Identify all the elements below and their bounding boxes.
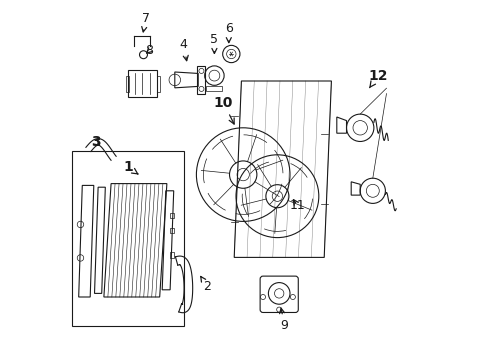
Text: 6: 6 [225,22,233,42]
Text: 1: 1 [123,161,138,174]
Bar [72,151,184,326]
Text: 11: 11 [289,199,305,212]
Bar [126,76,129,92]
Text: 4: 4 [180,39,188,61]
Bar [128,70,157,97]
Bar [157,76,160,92]
Text: 2: 2 [201,276,211,293]
Text: 12: 12 [368,69,388,88]
Bar [170,252,174,258]
Bar [206,86,222,91]
Text: 5: 5 [210,33,219,53]
Bar [170,228,174,233]
Text: 8: 8 [146,44,153,57]
Bar [170,213,174,219]
Text: 7: 7 [142,12,150,32]
Text: 10: 10 [214,96,234,124]
Text: 3: 3 [91,135,100,149]
Text: 9: 9 [280,308,289,332]
